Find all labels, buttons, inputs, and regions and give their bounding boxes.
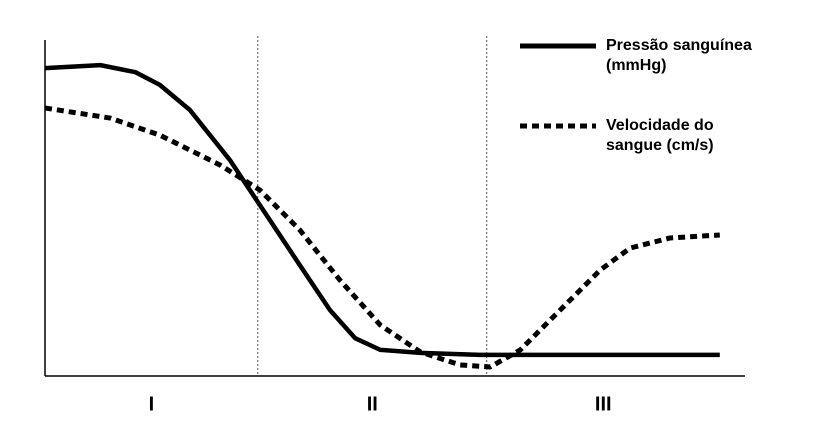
series-line (44, 62, 720, 358)
legend-label: Pressão sanguínea (mmHg) (606, 37, 752, 74)
region-label: I (149, 393, 155, 415)
series-line (44, 105, 720, 370)
region-label: II (367, 393, 378, 415)
legend-label: Velocidade do sangue (cm/s) (606, 117, 714, 154)
region-label: III (595, 393, 612, 415)
